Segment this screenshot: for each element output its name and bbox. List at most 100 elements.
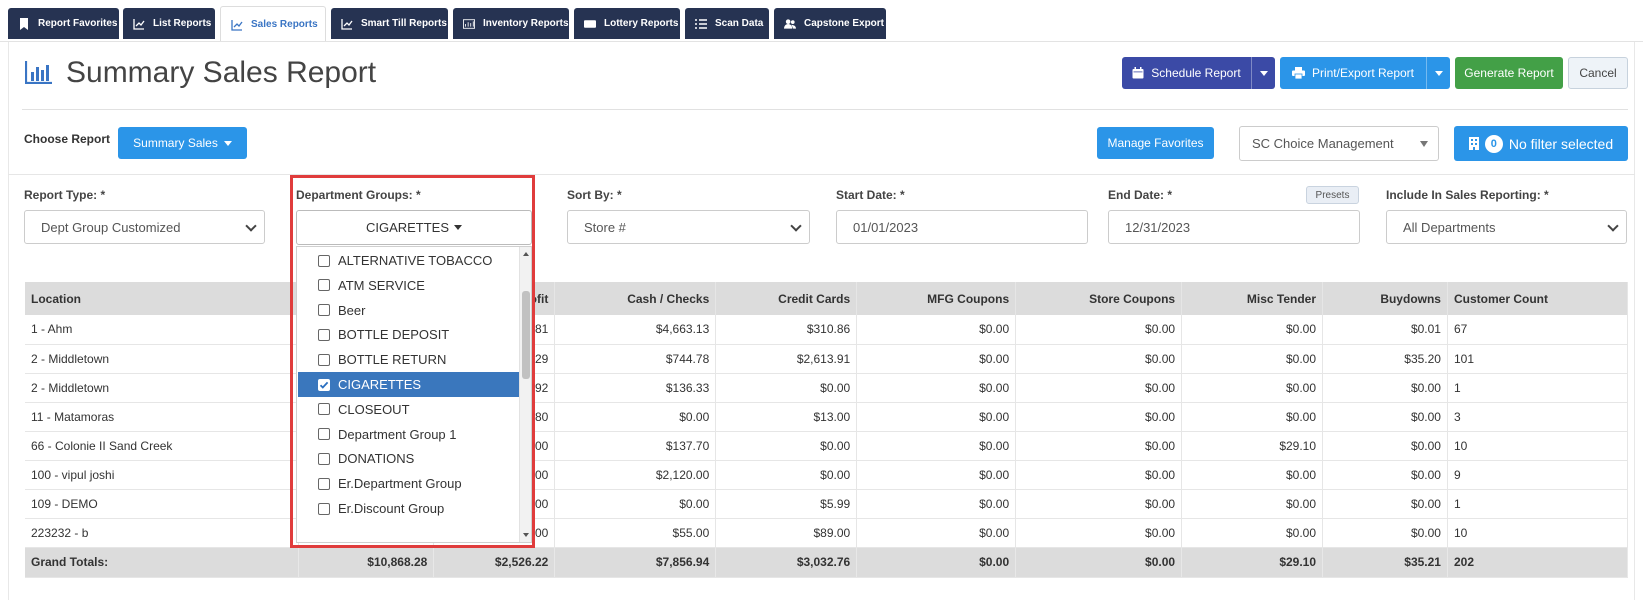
table-cell: $2,120.00 (554, 460, 717, 490)
option-label: CIGARETTES (338, 377, 422, 392)
caret-down-icon (223, 140, 232, 146)
table-cell: 223232 - b (25, 518, 300, 548)
table-cell: 109 - DEMO (25, 489, 300, 519)
cancel-button[interactable]: Cancel (1568, 57, 1628, 89)
print-export-label: Print/Export Report (1311, 66, 1415, 80)
column-header[interactable]: MFG Coupons (856, 282, 1017, 315)
menu-scrollbar[interactable] (519, 247, 531, 542)
store-select-value: SC Choice Management (1252, 136, 1394, 151)
column-header[interactable]: Cash / Checks (554, 282, 717, 315)
department-group-option[interactable]: Department Group 1 (298, 422, 520, 447)
table-cell: $0.00 (1015, 518, 1183, 548)
total-cell: Grand Totals: (25, 547, 300, 578)
store-filter-button[interactable]: 0 No filter selected (1454, 126, 1628, 161)
table-cell: 1 (1447, 489, 1629, 519)
tab-list-reports[interactable]: List Reports (123, 8, 215, 39)
table-cell: $0.00 (715, 460, 858, 490)
store-select[interactable]: SC Choice Management (1239, 126, 1439, 161)
department-group-option[interactable]: Beer (298, 298, 520, 323)
checkbox-icon[interactable] (318, 477, 330, 490)
checkbox-icon[interactable] (318, 502, 330, 515)
department-group-option[interactable]: CLOSEOUT (298, 397, 520, 422)
table-cell: $0.00 (1322, 460, 1448, 490)
table-cell: $0.00 (1322, 489, 1448, 519)
checkbox-icon[interactable] (318, 304, 330, 317)
schedule-report-dropdown-toggle[interactable] (1251, 57, 1275, 89)
generate-report-button[interactable]: Generate Report (1455, 57, 1563, 89)
checkbox-icon[interactable] (318, 403, 330, 416)
option-label: Er.Department Group (338, 476, 462, 492)
table-row: 66 - Colonie II Sand Creek 00 $137.70 $0.00… (25, 431, 1629, 461)
manage-favorites-button[interactable]: Manage Favorites (1097, 127, 1214, 159)
department-group-option[interactable]: ALTERNATIVE TOBACCO (298, 248, 520, 273)
checkbox-icon[interactable] (318, 452, 330, 465)
tab-sales-reports[interactable]: Sales Reports (220, 6, 326, 42)
tab-smart-till-reports[interactable]: Smart Till Reports (331, 8, 448, 39)
calendar-icon (1132, 67, 1144, 79)
summary-sales-dropdown-button[interactable]: Summary Sales (118, 127, 247, 159)
department-group-option[interactable]: CIGARETTES (298, 372, 520, 397)
checkbox-icon[interactable] (318, 328, 330, 341)
sort-by-value: Store # (584, 219, 626, 235)
report-tab-bar: Report Favorites List Reports Sales Repo… (0, 0, 1643, 42)
header-divider (22, 109, 1628, 110)
department-group-option[interactable]: ATM SERVICE (298, 273, 520, 298)
caret-down-icon (1259, 70, 1268, 76)
report-type-select[interactable]: Dept Group Customized (24, 210, 265, 244)
tab-lottery-reports[interactable]: Lottery Reports (574, 8, 680, 39)
print-export-dropdown-toggle[interactable] (1426, 57, 1450, 89)
tab-label: List Reports (153, 18, 212, 29)
start-date-input[interactable]: 01/01/2023 (836, 210, 1088, 244)
column-header[interactable]: Credit Cards (715, 282, 858, 315)
print-export-report-button[interactable]: Print/Export Report (1280, 57, 1450, 89)
checkbox-icon[interactable] (318, 279, 330, 292)
scrollbar-thumb[interactable] (522, 291, 530, 379)
scroll-up-icon[interactable] (523, 252, 529, 256)
table-cell: 10 (1447, 518, 1629, 548)
tab-scan-data[interactable]: Scan Data (685, 8, 769, 39)
column-header[interactable]: Store Coupons (1015, 282, 1183, 315)
option-label: Department Group 1 (338, 426, 457, 442)
checkbox-icon[interactable] (318, 353, 330, 366)
column-header[interactable]: Location (25, 282, 300, 315)
option-label: ATM SERVICE (338, 277, 425, 293)
department-group-option[interactable]: BOTTLE DEPOSIT (298, 322, 520, 347)
table-cell: $0.00 (1181, 518, 1324, 548)
table-cell: $29.10 (1181, 431, 1324, 461)
presets-button[interactable]: Presets (1306, 186, 1359, 204)
department-groups-dropdown-button[interactable]: CIGARETTES (296, 210, 532, 245)
scroll-down-icon[interactable] (523, 533, 529, 537)
department-group-option[interactable]: Er.Discount Group (298, 496, 520, 521)
total-cell: $2,526.22 (433, 547, 556, 578)
table-cell: $2,613.91 (715, 344, 858, 374)
total-cell: $3,032.76 (715, 547, 858, 578)
sort-by-select[interactable]: Store # (567, 210, 810, 244)
end-date-value: 12/31/2023 (1125, 219, 1191, 235)
tab-report-favorites[interactable]: Report Favorites (8, 8, 119, 39)
tab-capstone-export[interactable]: Capstone Export (774, 8, 886, 39)
table-cell: $0.00 (1322, 373, 1448, 403)
tab-inventory-reports[interactable]: Inventory Reports (453, 8, 569, 39)
include-sales-select[interactable]: All Departments (1386, 210, 1627, 244)
caret-down-icon (1434, 70, 1443, 76)
checkbox-checked-icon[interactable] (318, 378, 330, 391)
checkbox-icon[interactable] (318, 254, 330, 267)
schedule-report-button[interactable]: Schedule Report (1122, 57, 1275, 89)
printer-icon (1291, 67, 1305, 79)
checkbox-icon[interactable] (318, 428, 330, 441)
table-cell: $0.00 (1322, 402, 1448, 432)
column-header[interactable]: Misc Tender (1181, 282, 1324, 315)
department-group-option[interactable]: Er.Department Group (298, 471, 520, 496)
filter-count-badge: 0 (1484, 134, 1503, 153)
department-group-option[interactable]: BOTTLE RETURN (298, 347, 520, 372)
caret-down-icon (454, 225, 463, 230)
column-header[interactable]: Buydowns (1322, 282, 1448, 315)
column-header[interactable]: Customer Count (1447, 282, 1629, 315)
end-date-input[interactable]: 12/31/2023 (1108, 210, 1360, 244)
table-cell: $0.00 (1181, 489, 1324, 519)
table-cell: $0.00 (1181, 315, 1324, 345)
page-title: Summary Sales Report (66, 56, 377, 89)
department-group-option[interactable]: DONATIONS (298, 446, 520, 471)
list-icon (695, 18, 707, 30)
department-groups-label: Department Groups: * (296, 188, 421, 202)
